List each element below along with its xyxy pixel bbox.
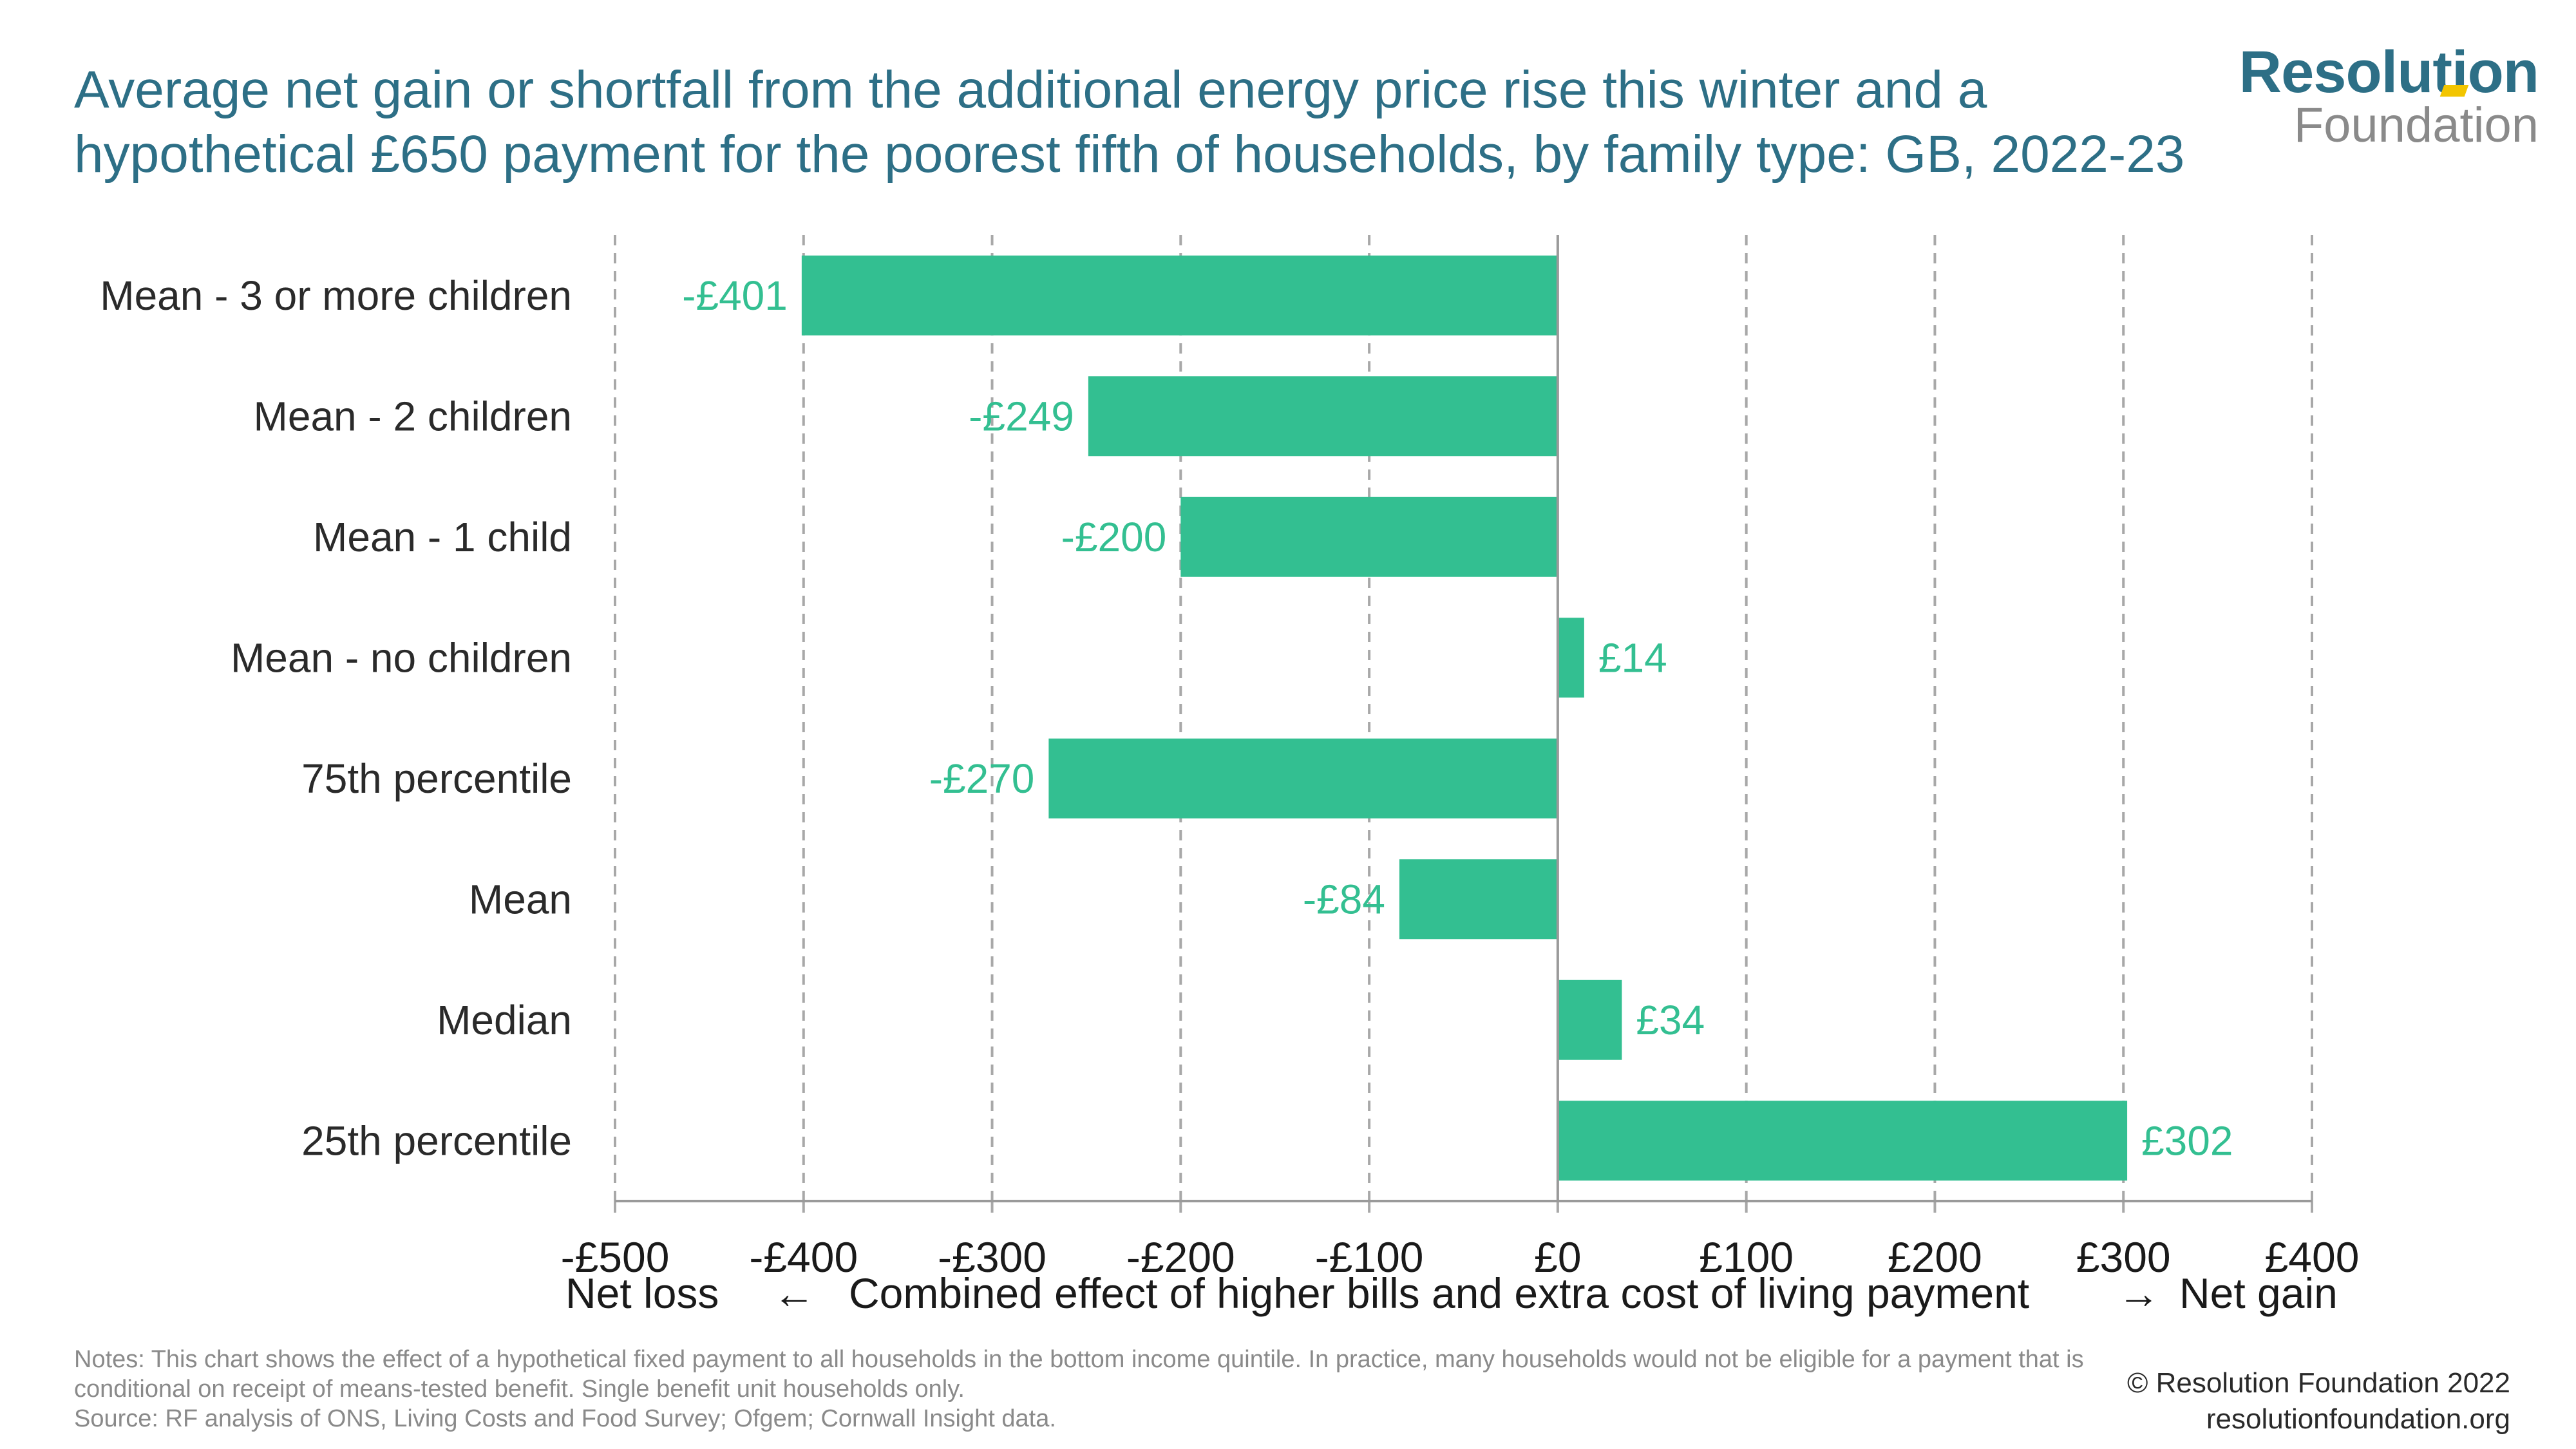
bar [1180, 497, 1558, 577]
value-label: £34 [1636, 997, 1705, 1043]
bar [1088, 376, 1558, 457]
category-label: 25th percentile [301, 1117, 572, 1164]
bars [801, 255, 2128, 1181]
category-label: Mean - no children [231, 634, 572, 681]
x-axis-title: Combined effect of higher bills and extr… [849, 1269, 2030, 1317]
logo-main-text: Resolution [2239, 39, 2539, 105]
x-tick-label: -£300 [938, 1233, 1046, 1281]
left-arrow-icon: ← [773, 1269, 815, 1317]
category-label: Mean - 3 or more children [100, 272, 572, 319]
x-tick-label: £100 [1699, 1233, 1794, 1281]
value-label: £14 [1598, 634, 1667, 681]
bar [1557, 618, 1584, 698]
bar [1399, 859, 1558, 940]
value-label: -£249 [969, 393, 1074, 439]
value-label: £302 [2141, 1117, 2233, 1164]
notes-block: Notes: This chart shows the effect of a … [74, 1345, 2135, 1434]
category-label: Mean - 1 child [313, 514, 572, 560]
x-tick-label: £0 [1534, 1233, 1581, 1281]
net-gain-label: Net gain [2179, 1269, 2338, 1317]
logo-sub-text: Foundation [2293, 98, 2539, 153]
chart-title: Average net gain or shortfall from the a… [74, 61, 2185, 184]
category-labels: Mean - 3 or more children Mean - 2 childr… [100, 272, 572, 1164]
copyright-block: © Resolution Foundation 2022 resolutionf… [2127, 1365, 2510, 1437]
x-tick-label: -£500 [561, 1233, 670, 1281]
x-tick-label: -£400 [749, 1233, 858, 1281]
x-tick-label: -£100 [1315, 1233, 1424, 1281]
bar [1557, 1101, 2128, 1181]
value-label: -£200 [1061, 514, 1167, 560]
x-tick-label: £400 [2265, 1233, 2360, 1281]
category-label: Median [437, 997, 572, 1043]
value-label: -£270 [929, 755, 1035, 802]
category-label: Mean [469, 876, 572, 922]
value-labels: -£401 -£249 -£200 £14 -£270 -£84 £34 £302 [682, 272, 2233, 1164]
copyright-text: © Resolution Foundation 2022 [2126, 1367, 2510, 1399]
bar [1557, 980, 1622, 1060]
tick-labels: -£500 -£400 -£300 -£200 -£100 £0 £100 £200 £300 £… [561, 1233, 2360, 1281]
category-label: 75th percentile [301, 755, 572, 802]
notes-text: Notes: This chart shows the effect of a … [74, 1346, 2084, 1403]
net-loss-label: Net loss [565, 1269, 719, 1317]
right-arrow-icon: → [2117, 1269, 2160, 1317]
x-tick-label: £300 [2076, 1233, 2171, 1281]
bar [1048, 738, 1558, 819]
value-label: -£84 [1303, 876, 1385, 922]
bar [801, 255, 1558, 336]
source-text: Source: RF analysis of ONS, Living Costs… [74, 1405, 1056, 1432]
x-tick-label: £200 [1888, 1233, 1982, 1281]
resolution-foundation-logo: Resolution Foundation [2239, 41, 2539, 151]
x-tick-label: -£200 [1126, 1233, 1235, 1281]
website-text: resolutionfoundation.org [2206, 1403, 2510, 1435]
category-label: Mean - 2 children [254, 393, 572, 439]
axes [614, 235, 2313, 1213]
value-label: -£401 [682, 272, 788, 319]
